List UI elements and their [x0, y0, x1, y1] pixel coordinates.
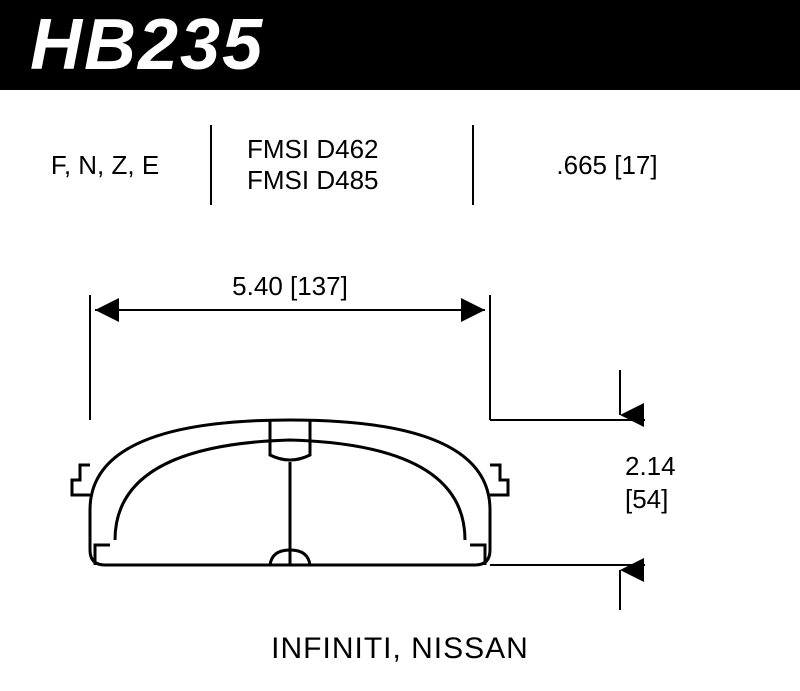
- diagram-svg: 5.40 [137] 2.14 [54]: [0, 240, 800, 620]
- part-number: HB235: [30, 4, 264, 86]
- fmsi-2: FMSI D485: [247, 165, 379, 196]
- compounds-text: F, N, Z, E: [51, 150, 159, 181]
- compounds-col: F, N, Z, E: [0, 150, 210, 181]
- header-box: HB235: [0, 0, 800, 90]
- width-label: 5.40 [137]: [232, 271, 348, 301]
- brake-pad-shape: [72, 420, 508, 565]
- thickness-text: .665 [17]: [556, 150, 657, 181]
- fmsi-1: FMSI D462: [247, 134, 379, 165]
- fmsi-col: FMSI D462 FMSI D485: [212, 134, 472, 196]
- height-label-1: 2.14: [625, 451, 676, 481]
- height-label-2: [54]: [625, 484, 668, 514]
- spec-row: F, N, Z, E FMSI D462 FMSI D485 .665 [17]: [0, 120, 800, 210]
- footer-brands: INFINITI, NISSAN: [0, 632, 800, 666]
- thickness-col: .665 [17]: [474, 150, 800, 181]
